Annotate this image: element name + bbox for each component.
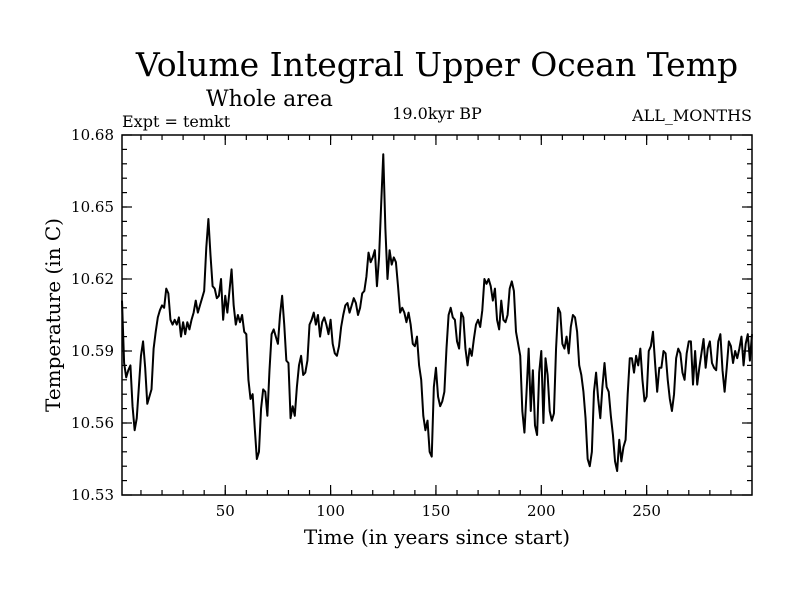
period-label: 19.0kyr BP [392,104,482,123]
x-tick-label: 250 [632,502,661,520]
experiment-label: Expt = temkt [122,112,231,131]
x-tick-label: 100 [316,502,345,520]
y-tick-label: 10.56 [71,414,114,432]
chart-subtitle: Whole area [206,87,333,112]
x-tick-label: 200 [527,502,556,520]
months-label: ALL_MONTHS [631,106,752,125]
x-axis-title: Time (in years since start) [304,525,570,549]
y-tick-label: 10.53 [71,486,114,504]
axis-tick-labels: 50 100 150 200 250 10.53 10.56 10.59 10.62 10.65 1… [71,126,661,520]
y-tick-label: 10.68 [71,126,114,144]
x-tick-label: 150 [422,502,451,520]
axis-ticks [122,134,752,496]
x-tick-label: 50 [216,502,235,520]
y-tick-label: 10.65 [71,198,114,216]
series-line-temkt [121,153,753,472]
y-axis-title: Temperature (in C) [41,218,65,412]
y-tick-label: 10.62 [71,270,114,288]
y-tick-label: 10.59 [71,342,114,360]
chart-title: Volume Integral Upper Ocean Temp [135,45,738,84]
plot-frame [121,134,753,496]
